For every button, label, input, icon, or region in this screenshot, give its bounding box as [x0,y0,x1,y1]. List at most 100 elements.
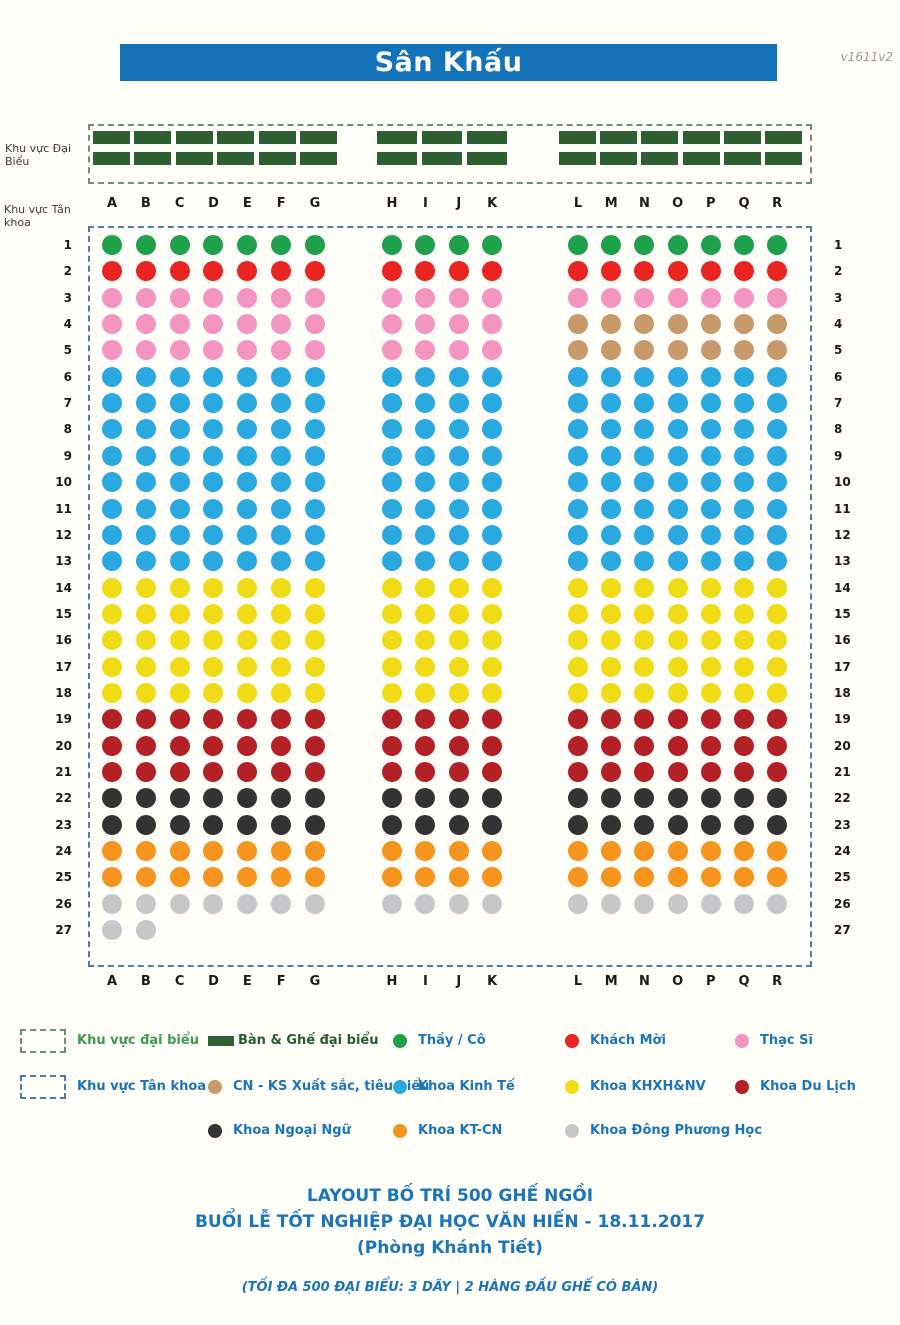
seat-dot [568,498,588,519]
vip-table [765,131,802,144]
seat-dot [734,788,754,809]
seat-dot [271,524,292,545]
seat-dot [700,762,721,782]
seat-dot [271,735,292,756]
seat-dot [601,235,622,255]
seat-dot [568,551,588,572]
seat-dot [734,340,754,361]
seat-dot [382,709,402,730]
seat-dot [767,735,788,756]
seat-dot [382,261,402,282]
seat-dot [568,709,588,730]
column-letter-top-C: C [174,196,185,211]
seat-dot [482,841,503,862]
vip-table [723,152,761,165]
seat-dot [203,498,224,519]
seat-dot [767,498,788,519]
seat-dot [601,340,622,361]
seat-dot [700,340,721,361]
column-letter-bottom-M: M [604,974,618,989]
row-number-right-27: 27 [834,923,851,938]
seat-dot [767,287,788,308]
seat-dot [169,287,190,308]
seat-dot [767,524,788,545]
footer-note: (TỐI ĐA 500 ĐẠI BIỂU: 3 DÃY | 2 HÀNG ĐẦU… [241,1280,659,1295]
seat-dot [203,682,224,703]
seat-dot [767,472,788,493]
seat-dot [667,314,688,335]
row-number-left-1: 1 [63,238,72,252]
seat-dot [448,445,469,466]
seat-dot [601,498,622,519]
row-number-left-8: 8 [63,422,72,437]
seat-dot [667,235,688,255]
seat-dot [203,867,224,888]
seat-dot [767,603,788,624]
seat-dot [482,735,503,756]
seat-dot [382,551,402,572]
row-number-left-9: 9 [63,448,72,463]
seat-dot [304,314,325,335]
vip-table [641,131,679,144]
seat-dot [271,867,292,888]
seat-dot [203,551,224,572]
seat-dot [601,841,622,862]
seat-dot [203,419,224,440]
legend-swatch-table-rect [208,1036,234,1046]
seat-dot [634,814,655,835]
seat-dot [382,841,402,862]
row-number-left-23: 23 [55,817,72,832]
row-number-right-7: 7 [834,396,843,411]
seat-dot [304,656,325,677]
seat-dot [448,788,469,809]
seat-dot [568,682,588,703]
seat-dot [102,735,122,756]
seat-dot [700,735,721,756]
seat-dot [271,788,292,809]
vip-table [641,152,679,165]
seat-dot [382,893,402,914]
seat-dot [482,630,503,651]
seat-dot [415,498,436,519]
seat-dot [568,314,588,335]
seat-dot [203,788,224,809]
seat-dot [700,287,721,308]
seat-dot [448,551,469,572]
legend-grad-area-label: Khu vực Tân khoa [77,1079,207,1094]
seat-dot [667,393,688,414]
seat-dot [203,340,224,361]
row-number-right-19: 19 [834,712,851,727]
row-number-left-15: 15 [55,606,72,621]
seat-dot [601,287,622,308]
seat-dot [634,709,655,730]
seat-dot [135,287,156,308]
column-letter-top-D: D [208,196,219,211]
seat-dot [304,788,325,809]
seat-dot [734,709,754,730]
seat-dot [237,577,258,598]
seat-dot [382,814,402,835]
seat-dot [667,261,688,282]
seat-dot [767,682,788,703]
seat-dot [767,656,788,677]
seat-dot [601,814,622,835]
seat-dot [304,419,325,440]
legend-khxh-nv-label: Khoa KHXH&NV [590,1079,706,1094]
legend-kinh-te-label: Khoa Kinh Tế [418,1079,515,1094]
seat-dot [102,788,122,809]
seat-dot [482,577,503,598]
seat-dot [169,419,190,440]
seat-dot [237,445,258,466]
seat-dot [734,393,754,414]
seat-dot [700,841,721,862]
vip-table [258,152,296,165]
legend-dong-phuong-label: Khoa Đông Phương Học [590,1123,763,1138]
seat-dot [734,366,754,387]
seat-dot [169,498,190,519]
seat-dot [482,788,503,809]
seat-dot [767,445,788,466]
vip-table [217,131,255,144]
seat-dot [203,735,224,756]
seat-dot [203,287,224,308]
seat-dot [415,630,436,651]
